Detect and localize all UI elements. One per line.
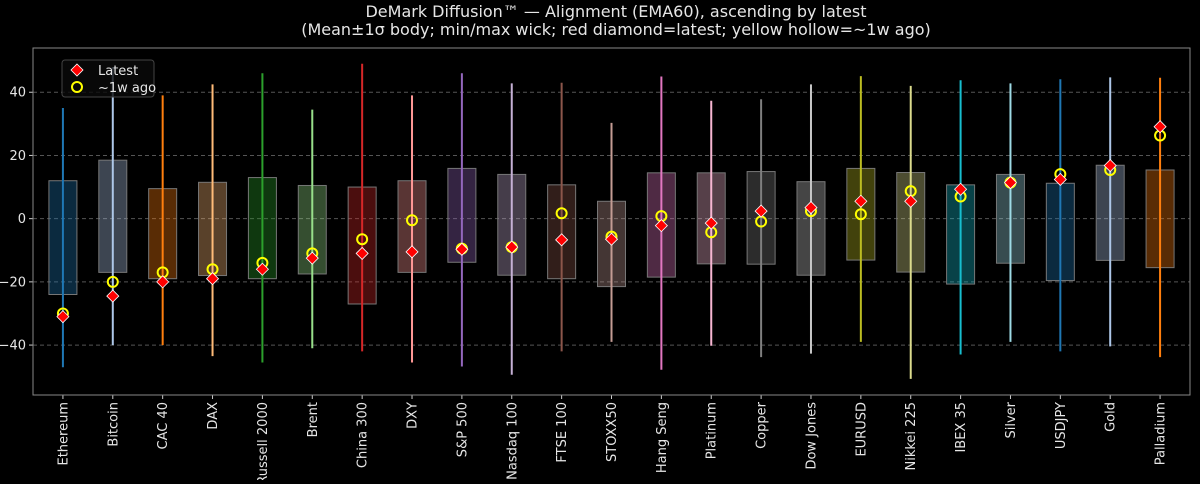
x-tick-label: EURUSD [854, 402, 869, 457]
plot-frame [32, 47, 1191, 396]
category-group [198, 84, 228, 357]
x-tick-label: DXY [406, 402, 421, 429]
category-group [347, 63, 377, 352]
chart-subtitle: (Mean±1σ body; min/max wick; red diamond… [301, 20, 931, 39]
latest-marker [56, 310, 70, 324]
category-group [896, 85, 926, 379]
category-group [447, 73, 477, 367]
latest-marker [604, 232, 619, 246]
x-tick-label: Palladium [1154, 402, 1169, 465]
week-ago-marker [356, 233, 369, 246]
latest-marker [954, 182, 968, 196]
category-group [297, 109, 327, 349]
week-ago-marker [406, 214, 419, 227]
latest-marker [1003, 176, 1018, 190]
category-group [597, 122, 626, 342]
latest-marker [1153, 120, 1167, 134]
category-group [1045, 79, 1075, 352]
latest-marker [355, 246, 369, 260]
latest-marker [305, 251, 319, 265]
category-group [1145, 77, 1175, 358]
category-group [696, 100, 726, 346]
x-tick-label: Bitcoin [106, 402, 121, 447]
x-tick-label: Gold [1104, 402, 1119, 432]
x-tick-label: Hang Seng [655, 402, 670, 473]
y-tick-label: −40 [0, 339, 26, 354]
chart-title: DeMark Diffusion™ — Alignment (EMA60), a… [365, 2, 866, 21]
x-tick-label: DAX [206, 402, 221, 430]
x-tick-label: Russell 2000 [256, 402, 271, 480]
legend-box [61, 59, 155, 98]
x-tick-label: Platinum [705, 402, 720, 459]
latest-marker [1103, 158, 1117, 173]
x-tick-label: Copper [755, 401, 770, 449]
latest-marker [804, 201, 818, 215]
x-tick-label: USDJPY [1054, 402, 1069, 449]
x-tick-label: Nikkei 225 [904, 402, 919, 471]
category-group [1095, 77, 1125, 347]
category-group [148, 95, 178, 346]
latest-marker [205, 272, 220, 286]
latest-marker [555, 233, 569, 247]
x-tick-label: CAC 40 [156, 402, 171, 450]
latest-marker [505, 240, 519, 254]
x-tick-label: Nasdaq 100 [505, 402, 520, 480]
latest-marker [904, 194, 918, 208]
x-tick-label: Brent [306, 402, 321, 437]
category-group [547, 82, 577, 352]
x-tick-label: Dow Jones [804, 402, 819, 470]
category-group [497, 83, 527, 375]
latest-marker [1053, 172, 1067, 187]
legend-week-ago-label: ~1w ago [98, 81, 156, 96]
category-group [796, 84, 826, 354]
y-tick-label: 40 [9, 86, 26, 101]
category-group [746, 99, 776, 358]
week-ago-marker [854, 208, 867, 221]
x-tick-label: FTSE 100 [555, 402, 570, 463]
x-tick-label: S&P 500 [455, 402, 470, 457]
category-group [98, 66, 128, 346]
latest-marker [255, 262, 269, 276]
category-group [946, 80, 976, 355]
legend-latest-marker [70, 63, 84, 77]
category-group [846, 76, 876, 342]
x-tick-label: China 300 [356, 402, 371, 468]
category-group [247, 73, 277, 363]
week-ago-marker [106, 275, 119, 288]
latest-marker [754, 204, 768, 218]
latest-marker [854, 194, 868, 208]
legend: Latest ~1w ago [61, 59, 156, 98]
x-tick-label: IBEX 35 [954, 402, 969, 453]
latest-marker [704, 216, 718, 230]
legend-latest-label: Latest [98, 64, 138, 79]
y-tick-label: −20 [0, 275, 26, 290]
latest-marker [156, 275, 170, 289]
category-group [48, 108, 78, 368]
latest-marker [654, 219, 668, 233]
latest-marker [455, 242, 469, 256]
category-group [397, 95, 427, 363]
latest-marker [106, 289, 120, 303]
category-group [646, 76, 676, 370]
week-ago-marker [555, 207, 568, 220]
category-group [995, 83, 1025, 342]
y-tick-label: 20 [9, 149, 26, 164]
latest-marker [405, 245, 419, 259]
legend-week-ago-marker [71, 81, 83, 93]
y-tick-label: 0 [18, 212, 26, 227]
x-tick-label: Silver [1004, 401, 1019, 438]
x-tick-label: STOXX50 [605, 402, 620, 462]
x-tick-label: Ethereum [56, 402, 71, 466]
